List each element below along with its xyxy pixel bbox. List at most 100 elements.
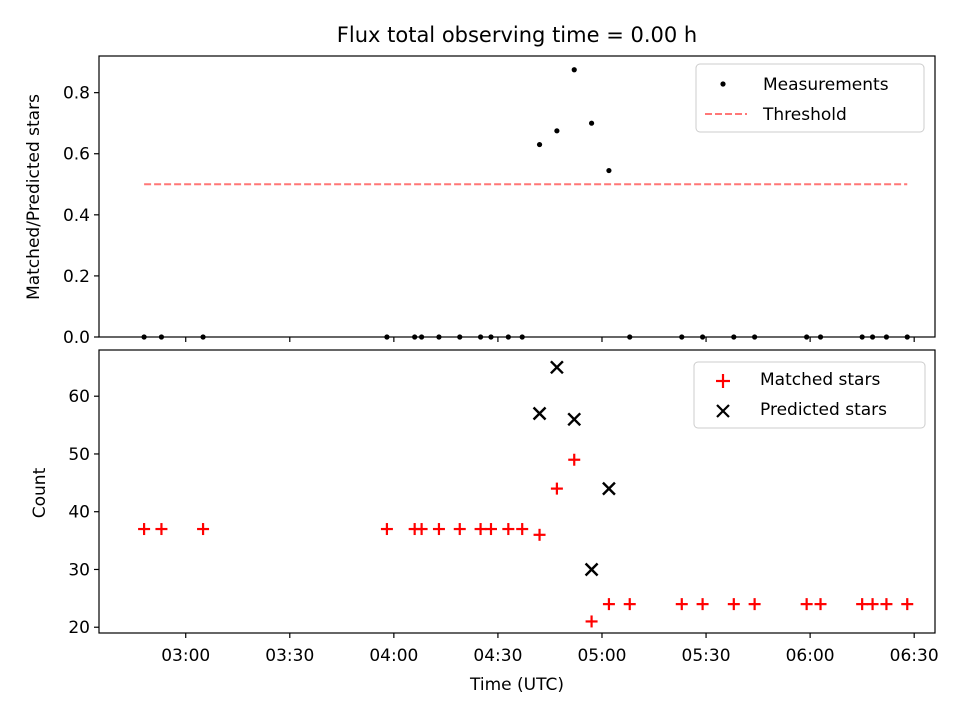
matched-star-point (155, 523, 168, 536)
bottom-ytick-label: 40 (68, 503, 90, 523)
top-legend: Measurements Threshold (695, 63, 925, 133)
measurement-point (804, 334, 810, 340)
predicted-star-point (550, 360, 564, 375)
bottom-xtick-label: 03:30 (265, 646, 314, 666)
matched-star-point (856, 598, 869, 611)
bottom-ytick-label: 30 (68, 560, 90, 580)
measurement-point (699, 334, 706, 340)
measurement-point (477, 334, 484, 340)
matched-star-point (484, 523, 497, 536)
top-marks (141, 67, 910, 340)
measurement-point (412, 334, 418, 340)
measurement-point (488, 334, 494, 340)
legend-matched-label: Matched stars (760, 370, 880, 390)
legend-measurements-label: Measurements (763, 75, 889, 95)
matched-star-point (727, 598, 740, 611)
top-ytick-label: 0.0 (63, 328, 90, 348)
legend-measurements-marker (720, 81, 726, 87)
measurement-point (588, 120, 595, 126)
matched-star-point (866, 598, 879, 611)
predicted-star-point (602, 481, 616, 496)
predicted-star-point (567, 412, 582, 427)
top-legend-box (695, 63, 925, 133)
measurement-point (536, 141, 543, 148)
matched-star-point (432, 523, 445, 536)
bottom-xtick-label: 04:30 (473, 646, 522, 666)
bottom-y-ticks: 20 30 40 50 60 (68, 387, 99, 638)
predicted-star-point (532, 406, 547, 421)
bottom-legend: Matched stars Predicted stars (693, 361, 926, 429)
top-ylabel: Matched/Predicted stars (24, 94, 44, 300)
measurement-point (817, 334, 824, 340)
bottom-ytick-label: 20 (68, 618, 90, 638)
matched-star-point (585, 615, 598, 628)
matched-star-point (453, 523, 466, 536)
legend-predicted-label: Predicted stars (760, 400, 887, 420)
bottom-marks (138, 360, 914, 628)
top-panel: Matched/Predicted stars 0.00.20.40.60.8 … (24, 55, 936, 348)
measurement-point (883, 334, 890, 340)
measurement-point (158, 334, 165, 340)
matched-star-point (800, 598, 813, 611)
top-ytick-label: 0.2 (63, 267, 90, 287)
measurement-point (419, 334, 425, 340)
chart-title: Flux total observing time = 0.00 h (337, 23, 697, 47)
matched-star-point (474, 523, 487, 536)
measurement-point (679, 334, 685, 340)
legend-matched-marker (716, 374, 730, 388)
bottom-legend-box (693, 361, 926, 429)
matched-star-point (533, 528, 546, 541)
measurement-point (627, 334, 633, 340)
measurement-point (571, 67, 577, 73)
legend-predicted-marker (716, 404, 730, 418)
top-y-ticks: 0.0 0.2 0.4 0.6 0.8 (63, 84, 99, 348)
bottom-xtick-label: 04:00 (369, 646, 418, 666)
matched-star-point (380, 523, 393, 536)
matched-star-point (516, 523, 529, 536)
top-x-ticks (185, 337, 915, 342)
matched-star-point (901, 598, 914, 611)
bottom-xtick-label: 06:00 (786, 646, 835, 666)
measurement-point (859, 334, 865, 340)
measurement-point (436, 334, 442, 340)
matched-star-point (550, 482, 563, 495)
matched-star-point (675, 598, 688, 611)
bottom-xtick-label: 03:00 (161, 646, 210, 666)
measurement-point (519, 334, 525, 340)
measurement-point (384, 334, 390, 340)
measurement-point (904, 334, 910, 340)
measurement-point (457, 334, 463, 340)
predicted-star-point (584, 562, 599, 577)
matched-star-point (568, 453, 581, 466)
measurement-point (554, 128, 560, 134)
matched-star-point (623, 598, 636, 611)
measurement-point (606, 167, 612, 174)
legend-threshold-label: Threshold (762, 105, 847, 125)
matched-star-point (602, 598, 615, 611)
top-ytick-label: 0.4 (63, 206, 90, 226)
matched-star-point (696, 598, 709, 611)
measurement-point (869, 334, 876, 340)
bottom-xtick-label: 06:30 (890, 646, 939, 666)
matched-star-point (880, 598, 893, 611)
matched-star-point (502, 523, 515, 536)
bottom-xtick-label: 05:00 (577, 646, 626, 666)
measurement-point (731, 334, 737, 340)
bottom-ylabel: Count (30, 467, 50, 518)
matched-star-point (748, 598, 761, 611)
measurement-point (141, 334, 147, 340)
measurement-point (200, 334, 206, 340)
bottom-x-ticks: 03:00 03:30 04:00 04:30 05:00 05:30 06:00 06:30 (161, 633, 939, 666)
top-ytick-label: 0.8 (63, 84, 90, 104)
matched-star-point (138, 523, 151, 536)
bottom-panel: Count Time (UTC) 20 30 40 50 60 03:00 03:30 04… (30, 349, 939, 695)
bottom-ytick-label: 60 (68, 387, 90, 407)
bottom-xtick-label: 05:30 (682, 646, 731, 666)
bottom-ytick-label: 50 (68, 445, 90, 465)
matched-star-point (814, 598, 827, 611)
matched-star-point (415, 523, 428, 536)
matched-star-point (197, 523, 210, 536)
measurement-point (752, 334, 758, 340)
measurement-point (505, 334, 511, 340)
